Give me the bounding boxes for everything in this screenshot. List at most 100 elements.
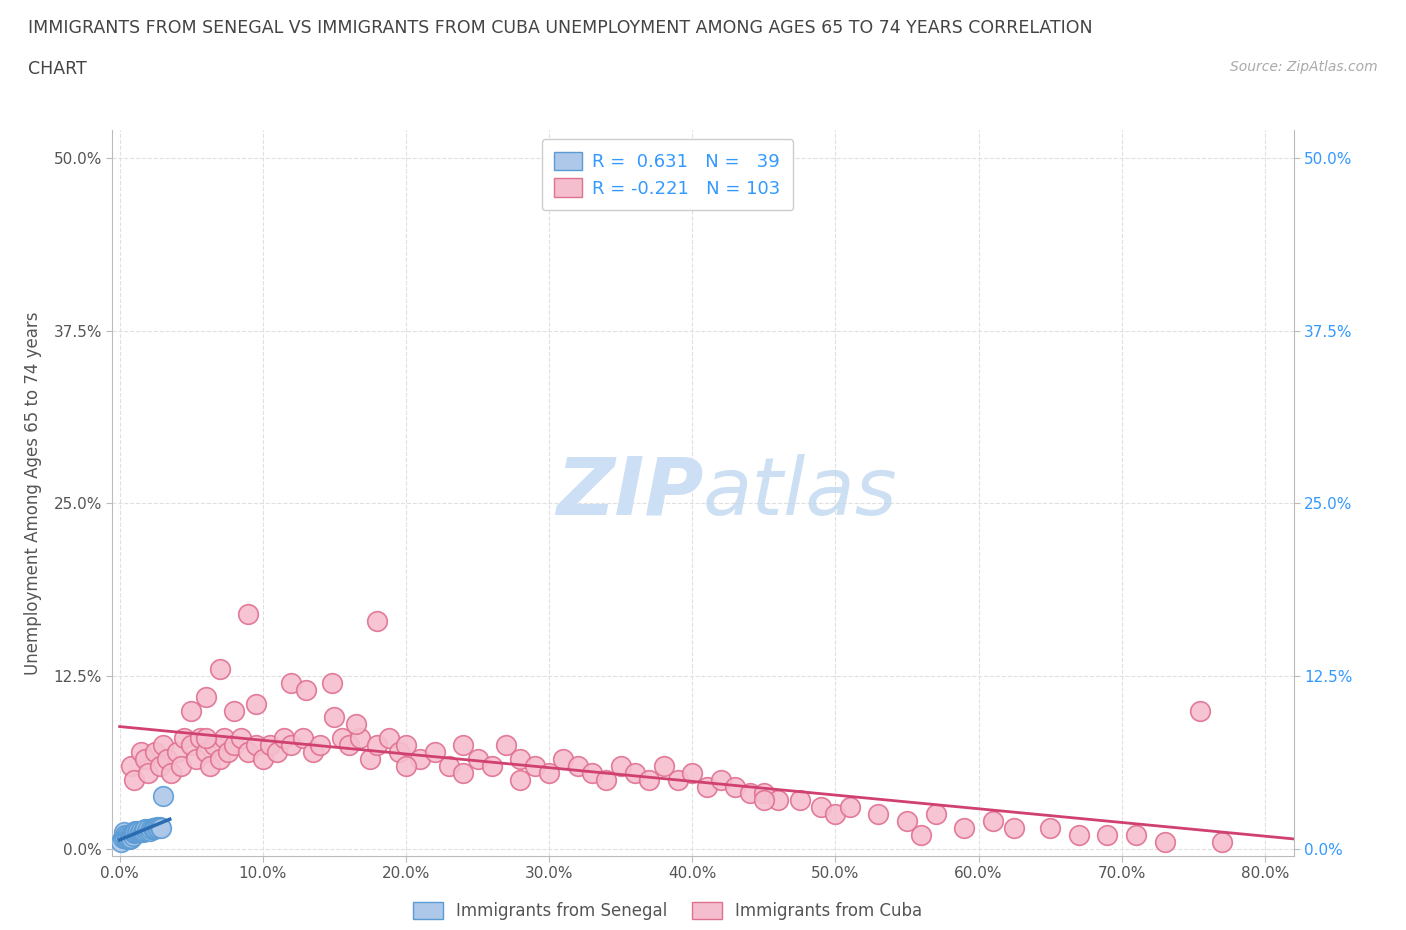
Point — [280, 675, 302, 690]
Point — [127, 823, 149, 838]
Point — [553, 751, 575, 766]
Point — [810, 800, 832, 815]
Point — [1039, 820, 1062, 835]
Point — [294, 683, 316, 698]
Point — [150, 820, 173, 835]
Point — [198, 758, 221, 773]
Point — [115, 829, 138, 844]
Point — [766, 793, 789, 808]
Point — [323, 710, 346, 724]
Point — [121, 828, 143, 843]
Point — [148, 820, 170, 835]
Point — [868, 806, 890, 821]
Point — [638, 772, 661, 787]
Legend: Immigrants from Senegal, Immigrants from Cuba: Immigrants from Senegal, Immigrants from… — [406, 896, 929, 927]
Point — [188, 731, 211, 746]
Point — [259, 737, 281, 752]
Point — [451, 765, 474, 780]
Point — [1189, 703, 1212, 718]
Point — [120, 828, 142, 843]
Text: CHART: CHART — [28, 60, 87, 78]
Point — [212, 731, 235, 746]
Point — [120, 830, 142, 845]
Point — [245, 697, 267, 711]
Point — [838, 800, 860, 815]
Point — [752, 786, 775, 801]
Point — [1097, 828, 1119, 843]
Point — [118, 829, 141, 844]
Point — [112, 825, 135, 840]
Point — [451, 737, 474, 752]
Point — [409, 751, 432, 766]
Point — [910, 828, 932, 843]
Point — [152, 789, 174, 804]
Point — [581, 765, 603, 780]
Point — [981, 814, 1004, 829]
Point — [122, 826, 145, 841]
Point — [567, 758, 589, 773]
Point — [395, 758, 418, 773]
Text: Source: ZipAtlas.com: Source: ZipAtlas.com — [1230, 60, 1378, 74]
Y-axis label: Unemployment Among Ages 65 to 74 years: Unemployment Among Ages 65 to 74 years — [24, 312, 42, 674]
Point — [245, 737, 267, 752]
Point — [134, 822, 156, 837]
Point — [624, 765, 647, 780]
Point — [652, 758, 675, 773]
Point — [125, 825, 148, 840]
Point — [789, 793, 811, 808]
Point — [273, 731, 295, 746]
Point — [302, 745, 325, 760]
Point — [135, 823, 157, 838]
Point — [710, 772, 733, 787]
Point — [138, 823, 160, 838]
Point — [359, 751, 381, 766]
Point — [696, 779, 718, 794]
Text: IMMIGRANTS FROM SENEGAL VS IMMIGRANTS FROM CUBA UNEMPLOYMENT AMONG AGES 65 TO 74: IMMIGRANTS FROM SENEGAL VS IMMIGRANTS FR… — [28, 19, 1092, 36]
Point — [128, 825, 150, 840]
Point — [495, 737, 517, 752]
Point — [1002, 820, 1025, 835]
Text: ZIP: ZIP — [555, 454, 703, 532]
Point — [337, 737, 360, 752]
Point — [467, 751, 489, 766]
Point — [115, 831, 138, 846]
Point — [136, 765, 159, 780]
Point — [194, 689, 217, 704]
Point — [1067, 828, 1090, 843]
Point — [752, 793, 775, 808]
Point — [122, 825, 145, 840]
Point — [160, 765, 183, 780]
Point — [724, 779, 747, 794]
Point — [112, 828, 135, 843]
Point — [132, 823, 155, 838]
Point — [291, 731, 314, 746]
Point — [217, 745, 239, 760]
Point — [344, 717, 367, 732]
Point — [184, 751, 207, 766]
Point — [118, 831, 141, 846]
Point — [609, 758, 631, 773]
Point — [120, 758, 142, 773]
Point — [124, 823, 146, 838]
Point — [129, 823, 152, 838]
Text: atlas: atlas — [703, 454, 898, 532]
Point — [738, 786, 761, 801]
Point — [423, 745, 446, 760]
Point — [152, 737, 174, 752]
Point — [208, 751, 231, 766]
Point — [824, 806, 846, 821]
Point — [395, 737, 418, 752]
Point — [953, 820, 976, 835]
Point — [143, 822, 166, 837]
Point — [114, 828, 136, 843]
Point — [208, 661, 231, 676]
Point — [238, 745, 260, 760]
Point — [896, 814, 918, 829]
Point — [139, 822, 162, 837]
Point — [149, 758, 172, 773]
Point — [180, 703, 202, 718]
Point — [180, 737, 202, 752]
Point — [121, 829, 143, 844]
Point — [366, 737, 388, 752]
Point — [124, 825, 146, 840]
